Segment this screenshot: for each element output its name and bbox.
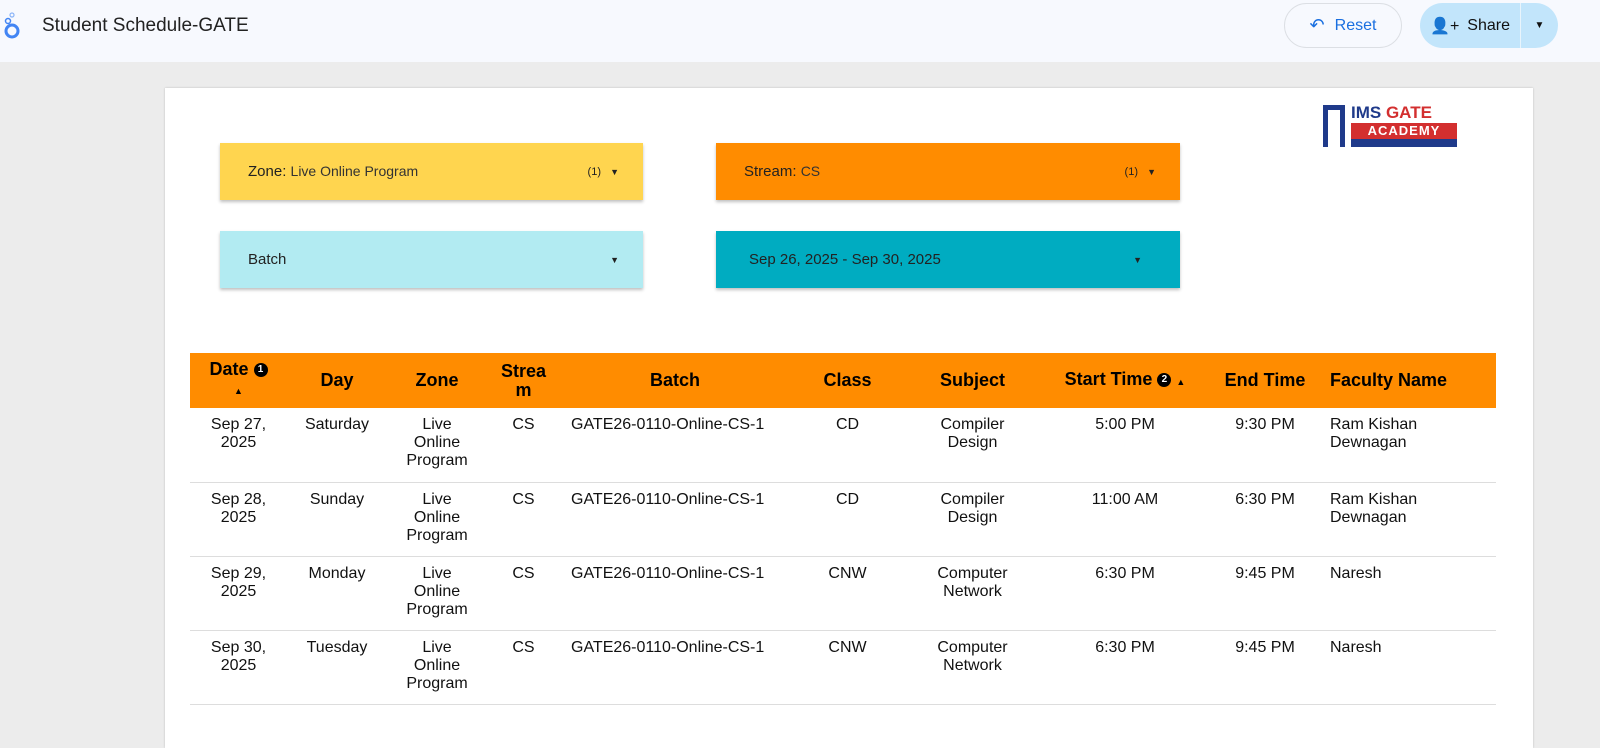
add-person-icon: 👤+ bbox=[1430, 17, 1460, 35]
cell-batch: GATE26-0110-Online-CS-1 bbox=[560, 408, 790, 483]
zone-label: Zone: bbox=[248, 163, 287, 180]
cell-subject: Computer Network bbox=[905, 556, 1040, 631]
reset-label: Reset bbox=[1334, 16, 1377, 34]
header-stream[interactable]: Strea m bbox=[487, 353, 560, 408]
cell-class: CD bbox=[790, 408, 905, 483]
table-header: Date 1 ▲ Day Zone Strea m Batch Class Sub… bbox=[190, 353, 1496, 408]
cell-batch: GATE26-0110-Online-CS-1 bbox=[560, 630, 790, 705]
reset-button[interactable]: ↶ Reset bbox=[1284, 3, 1402, 48]
zone-count: (1) bbox=[587, 165, 601, 178]
cell-stream: CS bbox=[487, 408, 560, 483]
share-button-group: 👤+ Share ▼ bbox=[1420, 3, 1558, 48]
cell-zone: Live Online Program bbox=[387, 630, 487, 705]
batch-label: Batch bbox=[248, 251, 287, 268]
cell-class: CNW bbox=[790, 556, 905, 631]
undo-icon: ↶ bbox=[1309, 15, 1325, 35]
table-row: Sep 30, 2025 Tuesday Live Online Program CS… bbox=[190, 630, 1496, 705]
cell-zone: Live Online Program bbox=[387, 482, 487, 557]
cell-class: CD bbox=[790, 482, 905, 557]
batch-filter[interactable]: Batch ▼ bbox=[220, 231, 643, 288]
date-range-filter[interactable]: Sep 26, 2025 - Sep 30, 2025 ▼ bbox=[716, 231, 1180, 288]
cell-end-time: 9:45 PM bbox=[1210, 556, 1320, 631]
cell-date: Sep 29, 2025 bbox=[190, 556, 287, 631]
caret-down-icon: ▼ bbox=[610, 254, 619, 265]
table-row: Sep 29, 2025 Monday Live Online Program CS G… bbox=[190, 556, 1496, 631]
caret-down-icon: ▼ bbox=[1147, 166, 1156, 177]
cell-start-time: 6:30 PM bbox=[1040, 630, 1210, 705]
stream-value: CS bbox=[800, 163, 821, 179]
report-title: Student Schedule-GATE bbox=[42, 15, 249, 36]
cell-start-time: 6:30 PM bbox=[1040, 556, 1210, 631]
caret-down-icon: ▼ bbox=[1133, 254, 1142, 265]
cell-faculty-name: Ram Kishan Dewnagan bbox=[1320, 408, 1496, 483]
sort-ascending-icon: ▲ bbox=[234, 386, 243, 396]
cell-day: Monday bbox=[287, 556, 387, 631]
stream-filter[interactable]: Stream: CS (1) ▼ bbox=[716, 143, 1180, 200]
share-dropdown-button[interactable]: ▼ bbox=[1520, 3, 1558, 48]
sort-order-badge: 1 bbox=[253, 363, 268, 378]
cell-zone: Live Online Program bbox=[387, 556, 487, 631]
report-canvas: IMS GATE ACADEMY Zone: Live Online Progr… bbox=[165, 88, 1533, 748]
cell-subject: Compiler Design bbox=[905, 408, 1040, 483]
caret-down-icon: ▼ bbox=[610, 166, 619, 177]
header-end-time[interactable]: End Time bbox=[1210, 353, 1320, 408]
schedule-table: Date 1 ▲ Day Zone Strea m Batch Class Sub… bbox=[190, 353, 1496, 705]
cell-stream: CS bbox=[487, 482, 560, 557]
table-row: Sep 28, 2025 Sunday Live Online Program CS G… bbox=[190, 482, 1496, 557]
cell-start-time: 5:00 PM bbox=[1040, 408, 1210, 483]
header-zone[interactable]: Zone bbox=[387, 353, 487, 408]
header-batch[interactable]: Batch bbox=[560, 353, 790, 408]
cell-end-time: 6:30 PM bbox=[1210, 482, 1320, 557]
cell-date: Sep 28, 2025 bbox=[190, 482, 287, 557]
stream-label: Stream: bbox=[744, 163, 797, 180]
cell-day: Tuesday bbox=[287, 630, 387, 705]
cell-end-time: 9:30 PM bbox=[1210, 408, 1320, 483]
zone-value: Live Online Program bbox=[290, 163, 419, 179]
header-subject[interactable]: Subject bbox=[905, 353, 1040, 408]
cell-class: CNW bbox=[790, 630, 905, 705]
share-label: Share bbox=[1467, 16, 1510, 34]
share-button[interactable]: 👤+ Share bbox=[1420, 3, 1520, 48]
header-class[interactable]: Class bbox=[790, 353, 905, 408]
cell-faculty-name: Naresh bbox=[1320, 630, 1496, 705]
ims-gate-academy-logo: IMS GATE ACADEMY bbox=[1323, 103, 1459, 149]
cell-end-time: 9:45 PM bbox=[1210, 630, 1320, 705]
header-day[interactable]: Day bbox=[287, 353, 387, 408]
cell-subject: Compiler Design bbox=[905, 482, 1040, 557]
table-row: Sep 27, 2025 Saturday Live Online Program C… bbox=[190, 408, 1496, 483]
cell-date: Sep 27, 2025 bbox=[190, 408, 287, 483]
cell-batch: GATE26-0110-Online-CS-1 bbox=[560, 482, 790, 557]
looker-studio-logo-icon bbox=[4, 12, 20, 39]
cell-start-time: 11:00 AM bbox=[1040, 482, 1210, 557]
caret-down-icon: ▼ bbox=[1534, 20, 1545, 31]
sort-ascending-icon: ▲ bbox=[1176, 376, 1186, 387]
sort-order-badge: 2 bbox=[1157, 372, 1172, 387]
cell-date: Sep 30, 2025 bbox=[190, 630, 287, 705]
cell-stream: CS bbox=[487, 630, 560, 705]
header-faculty-name[interactable]: Faculty Name bbox=[1320, 353, 1496, 408]
header-date[interactable]: Date 1 ▲ bbox=[190, 353, 287, 408]
cell-batch: GATE26-0110-Online-CS-1 bbox=[560, 556, 790, 631]
cell-zone: Live Online Program bbox=[387, 408, 487, 483]
top-bar: Student Schedule-GATE ↶ Reset 👤+ Share ▼ bbox=[0, 0, 1600, 62]
cell-faculty-name: Ram Kishan Dewnagan bbox=[1320, 482, 1496, 557]
cell-day: Sunday bbox=[287, 482, 387, 557]
header-start-time[interactable]: Start Time 2 ▲ bbox=[1040, 353, 1210, 408]
cell-faculty-name: Naresh bbox=[1320, 556, 1496, 631]
cell-day: Saturday bbox=[287, 408, 387, 483]
date-range-value: Sep 26, 2025 - Sep 30, 2025 bbox=[749, 251, 941, 268]
zone-filter[interactable]: Zone: Live Online Program (1) ▼ bbox=[220, 143, 643, 200]
cell-stream: CS bbox=[487, 556, 560, 631]
cell-subject: Computer Network bbox=[905, 630, 1040, 705]
stream-count: (1) bbox=[1124, 165, 1138, 178]
